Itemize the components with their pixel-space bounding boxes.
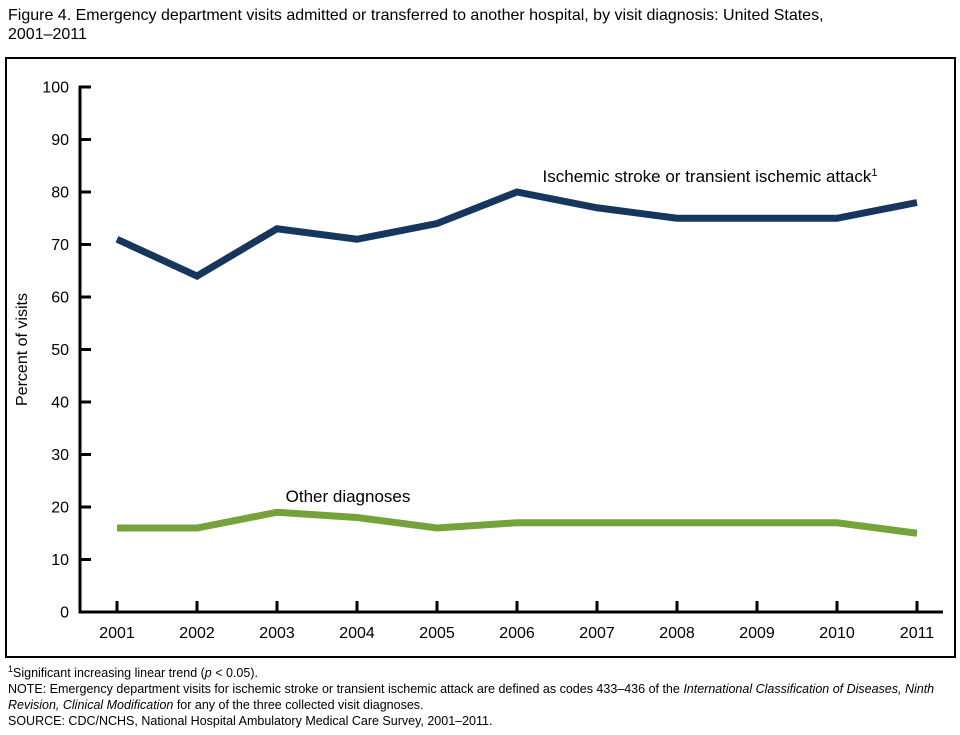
y-tick-label: 100	[42, 80, 69, 97]
x-tick-label: 2007	[579, 625, 615, 642]
x-tick-label: 2003	[259, 625, 295, 642]
x-tick-label: 2011	[900, 625, 935, 642]
y-tick-label: 70	[51, 237, 69, 254]
figure-title: Figure 4. Emergency department visits ad…	[8, 6, 954, 44]
figure-title-line1: Figure 4. Emergency department visits ad…	[8, 7, 824, 24]
x-tick-label: 2008	[659, 625, 695, 642]
y-tick-label: 80	[51, 185, 69, 202]
y-tick-label: 60	[51, 290, 69, 307]
y-tick-label: 50	[51, 342, 69, 359]
y-tick-label: 90	[51, 132, 69, 149]
y-tick-label: 20	[51, 500, 69, 517]
footnote-marker: 1	[8, 663, 14, 674]
y-tick-label: 40	[51, 395, 69, 412]
chart-svg: 0 10 20 30 40 50 60 70 80 90 100 2001 2002 2003 2004 20…	[14, 80, 943, 642]
series-label-ischemic-stroke-or-transient-ischemic-attack: Ischemic stroke or transient ischemic at…	[543, 167, 878, 186]
y-tick-label: 0	[60, 605, 69, 622]
figure-title-line2: 2001–2011	[8, 26, 87, 43]
footnote-source: SOURCE: CDC/NCHS, National Hospital Ambu…	[8, 714, 493, 728]
x-tick-label: 2005	[419, 625, 455, 642]
x-tick-label: 2010	[819, 625, 855, 642]
chart-frame: 0 10 20 30 40 50 60 70 80 90 100 2001 2002 2003 2004 20…	[5, 57, 956, 658]
x-tick-label: 2006	[499, 625, 535, 642]
x-tick-label: 2009	[739, 625, 775, 642]
y-tick-label: 10	[51, 552, 69, 569]
series-label-other-diagnoses: Other diagnoses	[286, 487, 411, 506]
series-line-ischemic-stroke-or-transient-ischemic-attack	[115, 188, 918, 280]
series-line-other-diagnoses	[117, 508, 918, 537]
chart-footnotes: 1Significant increasing linear trend (p …	[8, 663, 954, 729]
x-tick-label: 2002	[179, 625, 215, 642]
y-tick-label: 30	[51, 447, 69, 464]
x-tick-label: 2004	[339, 625, 375, 642]
x-tick-label: 2001	[99, 625, 135, 642]
footnote-note: NOTE: Emergency department visits for is…	[8, 682, 935, 712]
y-axis-title: Percent of visits	[14, 293, 31, 406]
footnote-significance: 1Significant increasing linear trend (p …	[8, 663, 258, 680]
